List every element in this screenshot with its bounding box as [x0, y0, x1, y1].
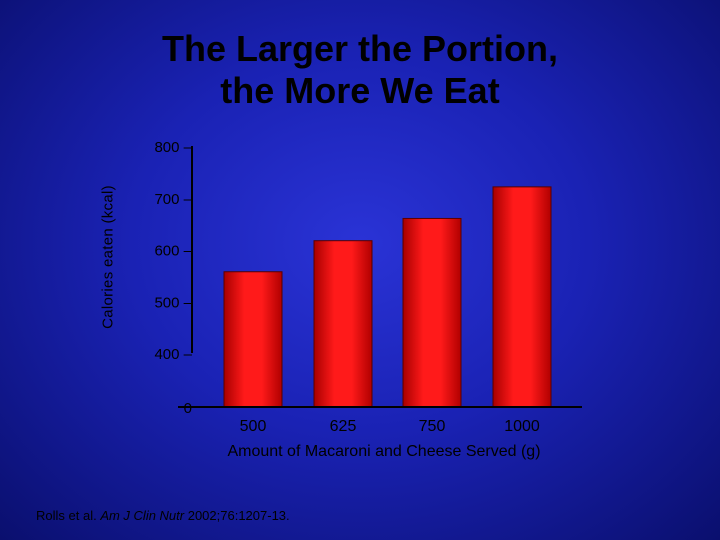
title-line-1: The Larger the Portion,: [161, 28, 559, 69]
x-axis: 500 625 750 1000: [178, 406, 582, 435]
citation-journal: Am J Clin Nutr: [100, 508, 185, 523]
slide-title: The Larger the Portion, the More We Eat: [0, 28, 720, 112]
y-tick-label-400: 400 –: [154, 346, 192, 363]
y-tick-label-800: 800 –: [154, 139, 192, 156]
y-tick-label-600: 600 –: [154, 243, 192, 260]
x-tick-label-1000: 1000: [504, 418, 540, 435]
y-tick-label-700: 700 –: [154, 191, 192, 208]
citation: Rolls et al. Am J Clin Nutr 2002;76:1207…: [36, 508, 290, 523]
citation-authors: Rolls et al.: [36, 508, 101, 523]
x-axis-title: Amount of Macaroni and Cheese Served (g): [227, 443, 541, 460]
y-tick-label-500: 500 –: [154, 294, 192, 311]
title-line-2: the More We Eat: [220, 70, 500, 111]
y-axis-title: Calories eaten (kcal): [99, 185, 117, 329]
bar-500: [223, 271, 283, 408]
y-axis: 0 400 – 500 – 600 – 700 – 800 –: [154, 139, 193, 417]
bars: [223, 186, 552, 408]
x-tick-label-750: 750: [419, 418, 446, 435]
bar-625: [313, 240, 373, 408]
y-tick-label-0: 0: [184, 400, 192, 417]
bar-1000: [492, 186, 552, 408]
citation-details: 2002;76:1207-13.: [184, 508, 290, 523]
x-tick-label-500: 500: [240, 418, 267, 435]
bar-750: [402, 217, 462, 408]
x-tick-label-625: 625: [330, 418, 357, 435]
